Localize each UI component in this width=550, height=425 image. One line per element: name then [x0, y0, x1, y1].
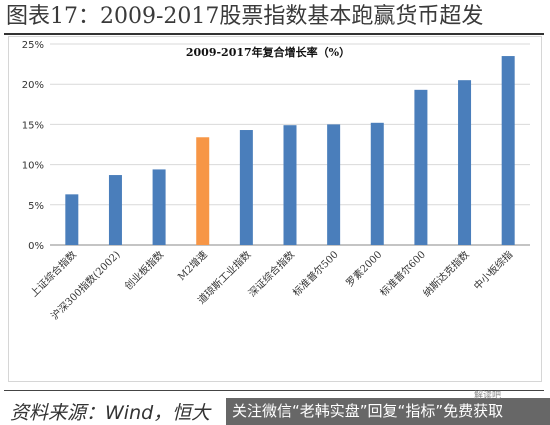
bar [196, 137, 210, 245]
bars [65, 56, 515, 246]
bar [108, 175, 122, 245]
bar [414, 89, 428, 245]
chart-title: 2009-2017年复合增长率（%） [186, 45, 350, 59]
source-note: 资料来源：Wind，恒大 [10, 398, 210, 425]
y-tick-label: 25% [22, 40, 44, 51]
gridlines [50, 43, 530, 206]
watermark-banner [226, 398, 550, 425]
watermark-logo: 解读吧 [474, 391, 502, 401]
y-tick-label: 20% [22, 80, 44, 91]
plot-frame [8, 36, 542, 382]
y-tick-label: 5% [28, 201, 44, 212]
source-label: 资料来源： [10, 402, 106, 424]
source-rule [4, 390, 544, 391]
y-tick-label: 0% [28, 241, 44, 252]
bar [152, 169, 166, 245]
bar [65, 194, 79, 245]
watermark-text: 关注微信“老韩实盘”回复“指标”免费获取 [232, 402, 504, 420]
bar [501, 56, 515, 245]
x-tick-label: 标准普尔500 [290, 248, 341, 299]
figure-title: 图表17：2009-2017股票指数基本跑赢货币超发 [6, 4, 484, 29]
bar [239, 130, 253, 245]
x-tick-label: 罗素2000 [343, 248, 384, 289]
bar [458, 80, 472, 246]
y-axis-ticks: 0% 5% 10% 15% 20% 25% [22, 40, 44, 252]
y-tick-label: 10% [22, 161, 44, 172]
growth-bar-chart: 2009-2017年复合增长率（%） 0% 5% 10% 15% 20% 25% 上证综合… [22, 40, 530, 323]
bar [327, 124, 341, 245]
x-tick-label: 中小板综指 [471, 248, 516, 293]
title-rule [4, 33, 544, 35]
x-tick-label: M2增速 [175, 248, 210, 283]
source-text: Wind，恒大 [105, 402, 211, 424]
bar [283, 125, 297, 245]
x-tick-label: 沪深300指数(2002) [48, 248, 123, 323]
y-tick-label: 15% [22, 120, 44, 131]
x-tick-label: 深证综合指数 [246, 248, 298, 300]
x-tick-label: 创业板指数 [122, 248, 167, 293]
x-tick-label: 标准普尔600 [377, 248, 428, 299]
bar [370, 122, 384, 245]
x-tick-label: 纳斯达克指数 [420, 248, 472, 300]
